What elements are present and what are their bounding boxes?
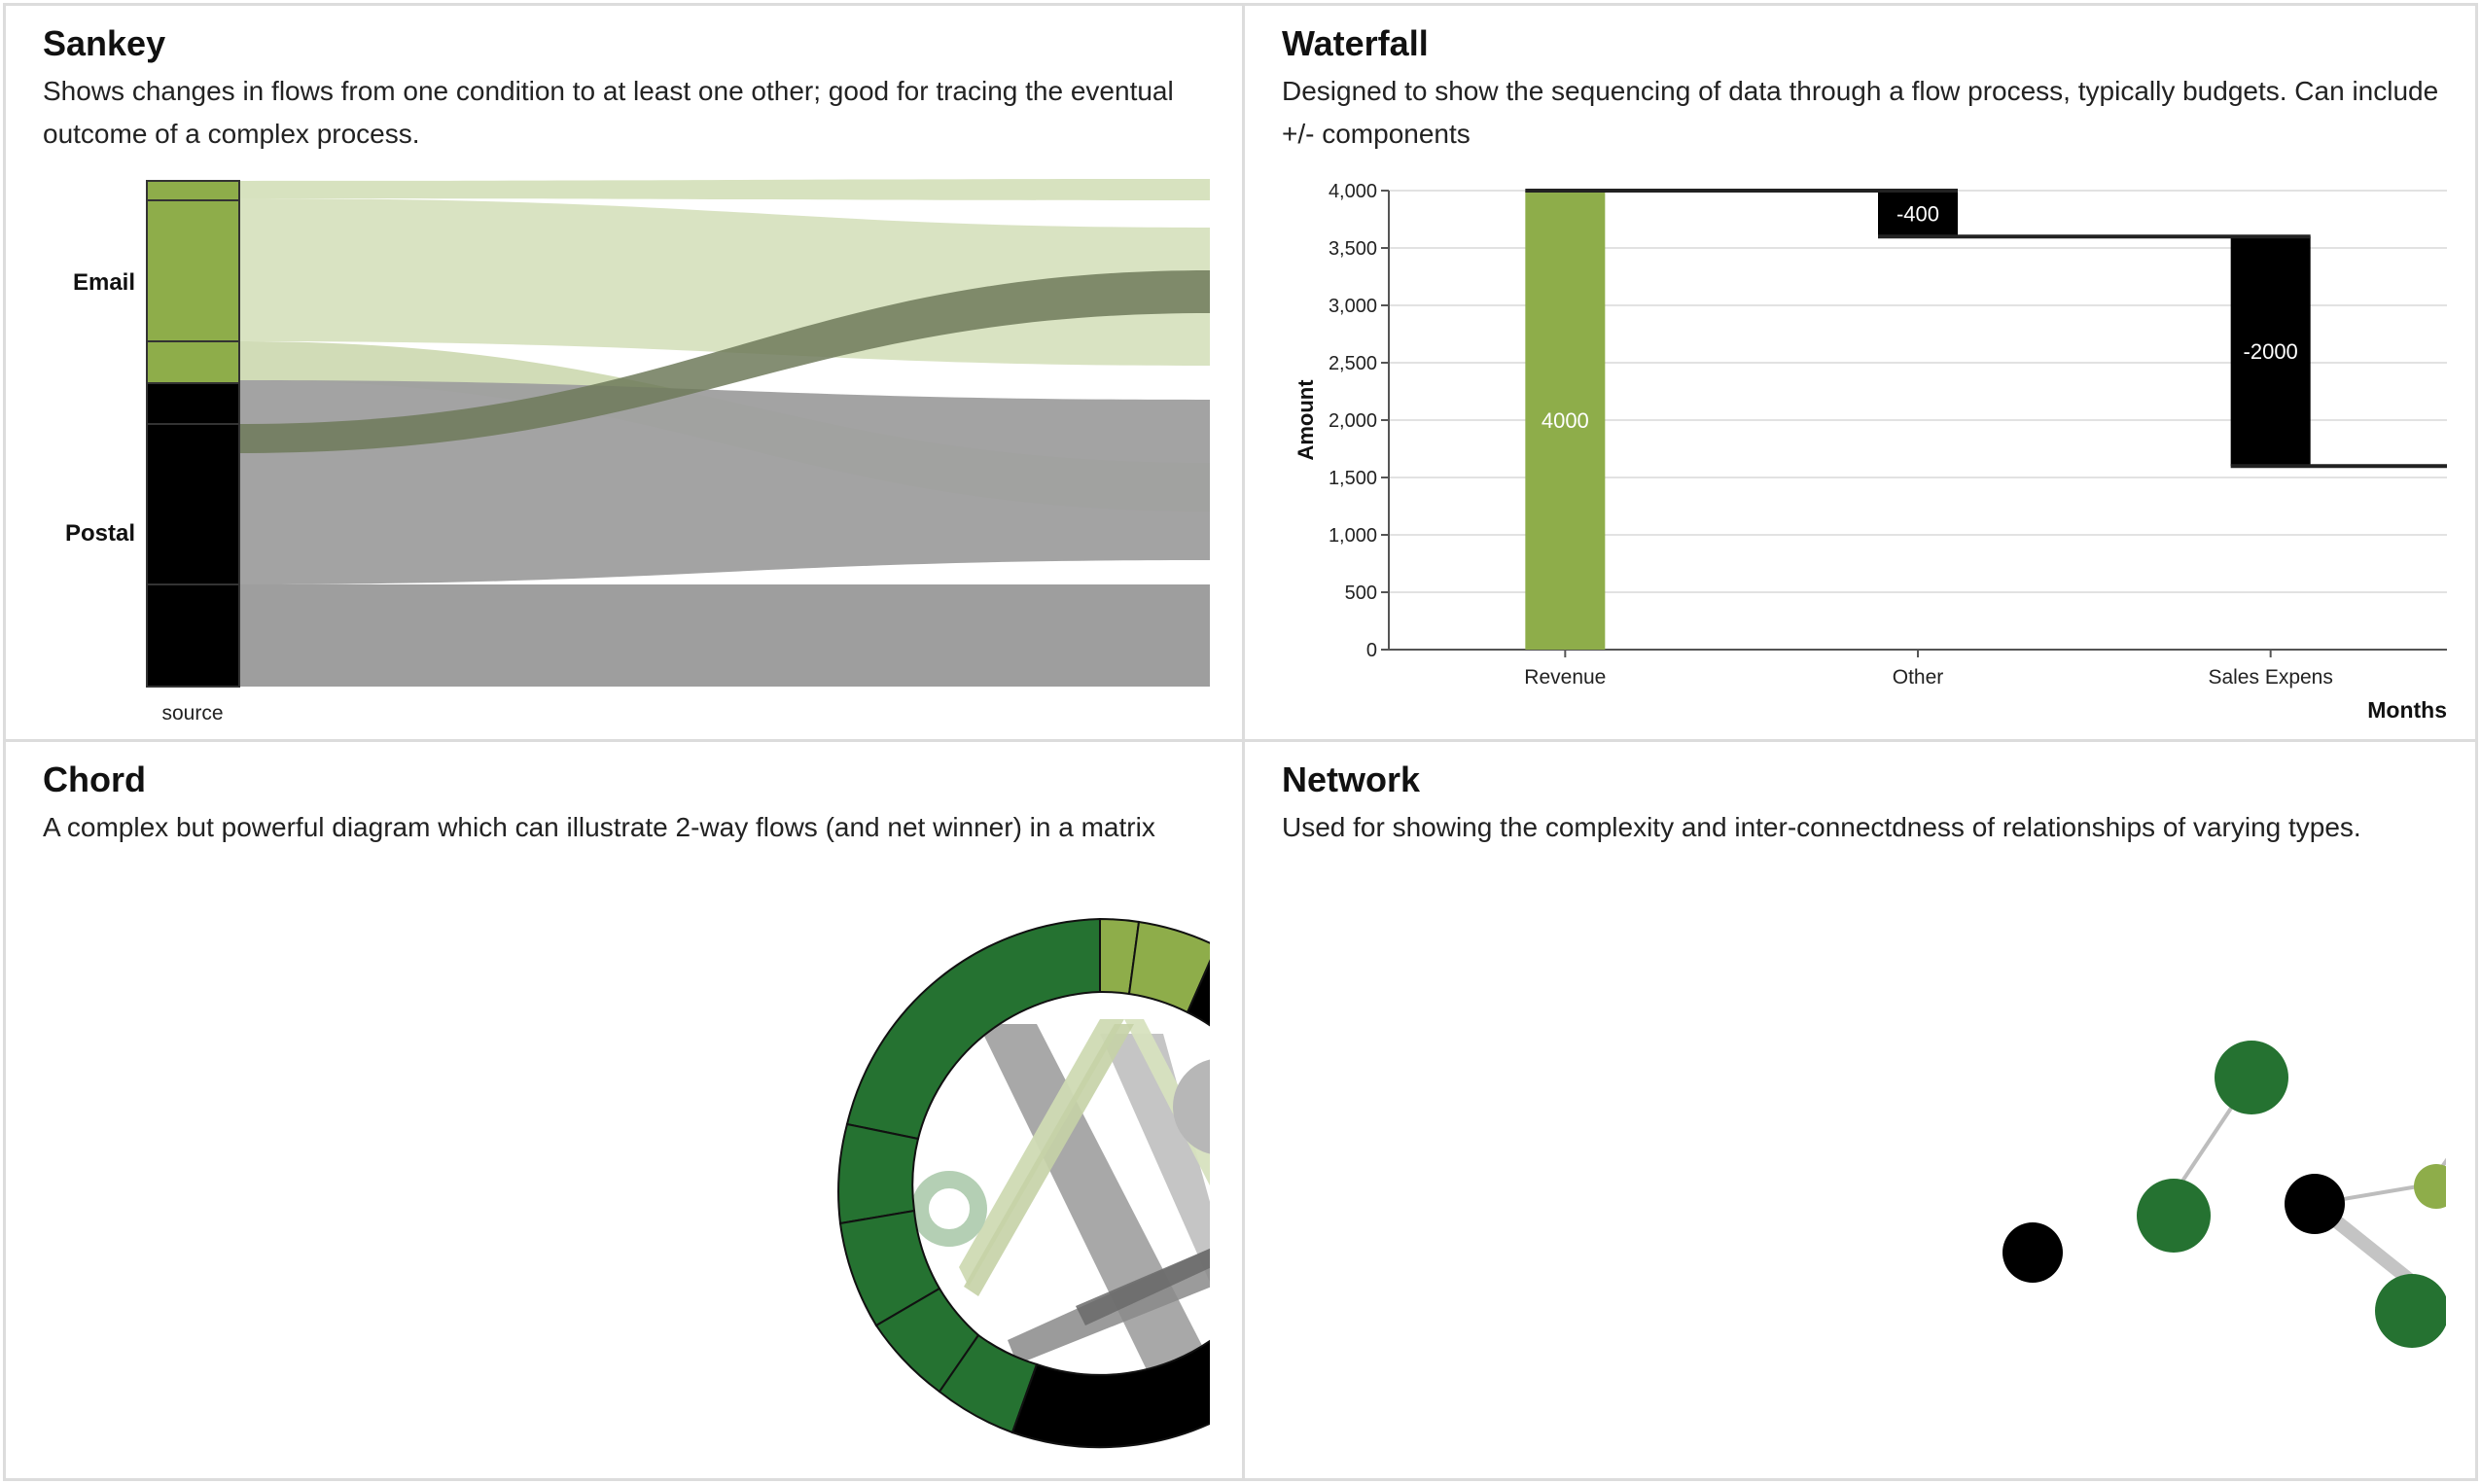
sankey-axis-label: source	[161, 702, 223, 724]
chord-arc-dark-green-large	[845, 917, 1101, 1141]
chord-ribbon	[1076, 1248, 1210, 1325]
waterfall-chart: 0 500 1,000 1,500 2,000 2,500 3,000 3,500 4,000 4…	[1294, 181, 2447, 723]
network-node	[2285, 1174, 2345, 1234]
sankey-links	[239, 179, 1210, 687]
waterfall-data-label: -2000	[2244, 339, 2298, 364]
waterfall-y-tick-label: 1,000	[1329, 525, 1377, 547]
chord-self-ribbon	[911, 1171, 987, 1247]
network-title: Network	[1282, 760, 1421, 799]
sankey-link	[239, 270, 1210, 453]
network-panel: Network Used for showing the complexity …	[1242, 739, 2478, 1481]
waterfall-bar	[1878, 191, 1958, 237]
chord-description: A complex but powerful diagram which can…	[43, 812, 1155, 842]
waterfall-y-tick-label: 3,000	[1329, 296, 1377, 317]
waterfall-y-tick-label: 4,000	[1329, 181, 1377, 202]
chord-ring	[837, 917, 1210, 1449]
sankey-nodes	[146, 180, 240, 688]
network-nodes	[2003, 1041, 2446, 1348]
network-node	[2414, 1164, 2446, 1209]
chord-arc-black	[1010, 1339, 1210, 1449]
chord-ribbons	[911, 1019, 1210, 1384]
sankey-link	[239, 584, 1210, 687]
chord-arc-black	[1186, 959, 1210, 1027]
waterfall-bar	[2230, 236, 2311, 467]
chord-diagram	[837, 917, 1210, 1449]
waterfall-x-tick-label: Sales Expens	[2208, 666, 2332, 689]
sankey-panel: Sankey Shows changes in flows from one c…	[3, 3, 1245, 742]
network-node	[2215, 1041, 2288, 1114]
waterfall-y-tick-label: 500	[1345, 583, 1377, 604]
sankey-label-email: Email	[73, 269, 135, 296]
waterfall-description: Designed to show the sequencing of data …	[1282, 76, 2439, 149]
waterfall-bar	[1525, 191, 1606, 650]
sankey-link	[239, 380, 1210, 584]
waterfall-y-tick-label: 2,000	[1329, 410, 1377, 432]
chord-title: Chord	[43, 760, 146, 799]
network-node	[2137, 1179, 2211, 1253]
network-node	[2003, 1222, 2063, 1283]
waterfall-y-axis-title: Amount	[1294, 379, 1318, 461]
waterfall-data-label: -400	[1896, 202, 1939, 227]
chord-self-ribbon	[1173, 1059, 1210, 1154]
sankey-label-postal: Postal	[65, 520, 135, 547]
waterfall-y-tick-label: 0	[1366, 640, 1377, 661]
waterfall-y-tick-label: 3,500	[1329, 238, 1377, 260]
sankey-link	[239, 179, 1210, 200]
sankey-title: Sankey	[43, 23, 166, 63]
chord-ribbon	[964, 1024, 1134, 1296]
waterfall-x-tick-label: Revenue	[1524, 666, 1606, 689]
network-description: Used for showing the complexity and inte…	[1282, 812, 2361, 842]
waterfall-panel: Waterfall Designed to show the sequencin…	[1242, 3, 2478, 742]
waterfall-data-label: 4000	[1542, 408, 1589, 433]
waterfall-title: Waterfall	[1282, 23, 1429, 63]
sankey-node-postal	[146, 382, 240, 688]
chord-ribbon	[1100, 1034, 1210, 1283]
sankey-chart: Email Postal source	[65, 179, 1210, 724]
chord-panel: Chord A complex but powerful diagram whi…	[3, 739, 1245, 1481]
waterfall-x-axis-title: Months	[2367, 697, 2447, 723]
sankey-description: Shows changes in flows from one conditio…	[43, 76, 1174, 149]
waterfall-y-tick-label: 1,500	[1329, 468, 1377, 489]
waterfall-x-tick-label: Other	[1893, 666, 1944, 689]
network-node	[2375, 1274, 2446, 1348]
chord-arc-dark-green	[837, 1122, 920, 1225]
waterfall-y-tick-label: 2,500	[1329, 353, 1377, 374]
network-graph	[2003, 1041, 2446, 1348]
sankey-node-email	[146, 180, 240, 384]
